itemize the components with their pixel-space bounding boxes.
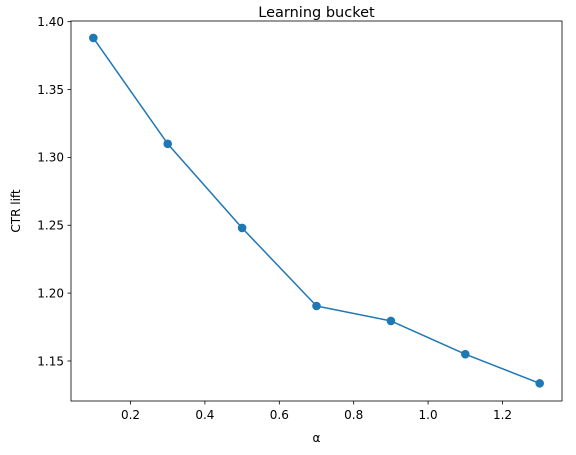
x-axis-ticks: 0.2 0.4 0.6 0.8 1.0 1.2 [121, 401, 512, 422]
y-axis-ticks: 1.15 1.20 1.25 1.30 1.35 1.40 [37, 15, 71, 368]
plot-area-background [71, 21, 562, 401]
axes-frame [70, 20, 563, 402]
x-axis-label: α [313, 431, 321, 445]
x-tick-label: 1.2 [493, 408, 512, 422]
y-tick-label: 1.30 [37, 151, 64, 165]
data-point [163, 139, 173, 149]
data-point [460, 349, 470, 359]
data-point [386, 316, 396, 326]
y-tick-label: 1.15 [37, 354, 64, 368]
chart-title: Learning bucket [258, 5, 375, 21]
y-tick-label: 1.25 [37, 219, 64, 233]
data-point [535, 379, 544, 388]
series-layer [89, 33, 544, 388]
data-point [312, 301, 321, 311]
data-point [237, 223, 247, 233]
x-tick-label: 0.6 [270, 408, 289, 422]
x-tick-label: 0.8 [344, 408, 363, 422]
axes-border [70, 20, 563, 402]
x-tick-label: 0.2 [121, 408, 140, 422]
y-tick-label: 1.40 [37, 15, 64, 29]
y-axis-label: CTR lift [9, 189, 23, 233]
data-point [89, 33, 98, 43]
x-tick-label: 1.0 [419, 408, 438, 422]
x-tick-label: 0.4 [195, 408, 214, 422]
y-tick-label: 1.35 [37, 83, 64, 97]
y-tick-label: 1.20 [37, 286, 64, 300]
